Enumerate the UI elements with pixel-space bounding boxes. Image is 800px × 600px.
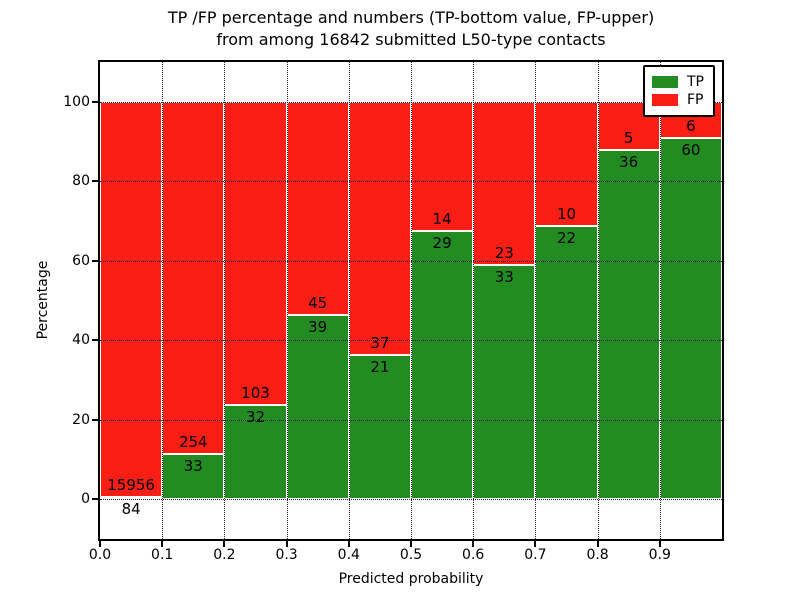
y-tick-label: 80 [72, 173, 90, 190]
x-tick [596, 541, 599, 547]
bar-segment-fp [473, 101, 536, 265]
plot-area: 15956 84 254 33 103 32 45 39 37 21 14 29 23 33 10 22 5 36… [98, 60, 724, 541]
x-gridline [411, 62, 412, 539]
legend-swatch-tp-icon [652, 76, 678, 88]
bar-label-fp: 15956 [107, 476, 155, 495]
y-tick [92, 100, 98, 103]
bar-label-tp: 22 [556, 228, 577, 247]
x-tick-label: 0.6 [462, 547, 485, 563]
bar-segment-fp [100, 101, 163, 498]
x-tick-label: 0.4 [337, 547, 360, 563]
x-tick [161, 541, 164, 547]
bar-label-fp: 103 [241, 384, 270, 403]
y-tick-label: 20 [72, 411, 90, 428]
bar-segment-fp [411, 101, 474, 232]
x-gridline [659, 62, 661, 539]
bar-segment-tp [348, 355, 411, 500]
x-gridline [162, 62, 164, 539]
bar-label-fp: 10 [556, 204, 577, 223]
x-tick [347, 541, 350, 547]
x-tick [534, 541, 537, 547]
bar-segment-fp [162, 101, 225, 454]
x-gridline [597, 62, 599, 539]
x-tick [223, 541, 226, 547]
x-gridline [535, 62, 537, 539]
x-gridline [473, 62, 475, 539]
legend-label: TP [687, 74, 704, 90]
y-axis-label: Percentage [35, 260, 51, 340]
y-tick-label: 100 [63, 93, 90, 110]
x-tick [472, 541, 475, 547]
x-axis-label: Predicted probability [338, 571, 484, 587]
legend: TP FP [643, 65, 715, 117]
legend-swatch-fp-icon [652, 94, 678, 106]
y-tick-label: 40 [72, 332, 90, 349]
x-tick [99, 541, 101, 547]
x-tick [658, 541, 661, 547]
bar-segment-tp [286, 314, 349, 500]
bar-label-fp: 14 [432, 210, 452, 229]
x-gridline [348, 62, 350, 539]
x-tick-label: 0.3 [275, 547, 298, 563]
bar-label-fp: 45 [308, 293, 328, 312]
bar-segment-tp [100, 497, 163, 500]
bar-label-fp: 254 [178, 432, 208, 451]
x-tick [410, 541, 412, 547]
bar-label-tp: 21 [370, 358, 390, 377]
x-tick-label: 0.1 [151, 547, 174, 563]
bar-label-fp: 5 [623, 129, 634, 148]
bar-label-fp: 23 [494, 244, 514, 262]
bar-label-fp: 37 [370, 334, 390, 353]
chart-title: TP /FP percentage and numbers (TP-bottom… [100, 7, 722, 51]
x-tick-label: 0.9 [648, 547, 671, 563]
bar-label-tp: 84 [121, 500, 141, 519]
y-tick [92, 418, 98, 421]
bar-label-tp: 39 [308, 317, 328, 336]
bar-label-tp: 32 [245, 408, 266, 427]
bar-label-fp: 6 [686, 116, 696, 135]
x-gridline [224, 62, 226, 539]
legend-item: TP [652, 74, 704, 90]
y-tick-label: 0 [81, 491, 90, 508]
y-tick [92, 180, 98, 183]
x-tick [285, 541, 288, 547]
y-tick [92, 339, 98, 342]
y-tick [92, 259, 98, 262]
bar-label-tp: 33 [183, 456, 203, 475]
bar-segment-fp [286, 101, 349, 315]
chart-title-line2: from among 16842 submitted L50-type cont… [216, 30, 606, 49]
y-tick-label: 60 [72, 252, 90, 269]
bar-segment-tp [473, 265, 536, 500]
bar-segment-tp [535, 225, 598, 500]
bar-segment-fp [348, 101, 411, 356]
bar-segment-tp [659, 137, 722, 500]
bar-segment-fp [224, 101, 287, 406]
bar-label-tp: 36 [619, 153, 639, 172]
y-tick [92, 498, 98, 501]
bar-segment-fp [535, 101, 598, 226]
bar-segment-tp [597, 150, 660, 500]
bar-label-tp: 60 [681, 140, 701, 159]
x-tick-label: 0.8 [586, 547, 609, 563]
chart-title-line1: TP /FP percentage and numbers (TP-bottom… [167, 8, 655, 27]
x-tick-label: 0.5 [399, 547, 423, 563]
x-tick-label: 0.0 [88, 547, 112, 563]
x-tick-label: 0.7 [524, 547, 547, 563]
legend-label: FP [687, 92, 704, 108]
legend-item: FP [652, 92, 704, 108]
bar-label-tp: 29 [432, 234, 452, 253]
bar-label-tp: 33 [494, 268, 514, 286]
x-tick-label: 0.2 [213, 547, 236, 563]
x-gridline [286, 62, 288, 539]
